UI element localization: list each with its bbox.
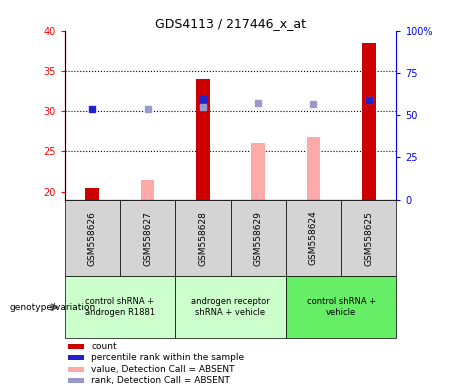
- Text: GSM558628: GSM558628: [198, 211, 207, 265]
- Bar: [65, 276, 175, 338]
- Bar: [68, 356, 84, 360]
- Bar: [196, 79, 210, 200]
- Text: GDS4113 / 217446_x_at: GDS4113 / 217446_x_at: [155, 17, 306, 30]
- Bar: [286, 200, 341, 276]
- Bar: [120, 200, 175, 276]
- Bar: [85, 188, 99, 200]
- Text: count: count: [91, 342, 117, 351]
- Text: value, Detection Call = ABSENT: value, Detection Call = ABSENT: [91, 365, 235, 374]
- Bar: [68, 379, 84, 383]
- Bar: [68, 344, 84, 349]
- Bar: [65, 200, 120, 276]
- Text: GSM558627: GSM558627: [143, 211, 152, 265]
- Bar: [230, 200, 286, 276]
- Bar: [175, 276, 286, 338]
- Text: androgen receptor
shRNA + vehicle: androgen receptor shRNA + vehicle: [191, 298, 270, 317]
- Text: rank, Detection Call = ABSENT: rank, Detection Call = ABSENT: [91, 376, 230, 384]
- Text: GSM558629: GSM558629: [254, 211, 263, 265]
- Bar: [286, 276, 396, 338]
- Bar: [251, 143, 265, 200]
- Text: control shRNA +
androgen R1881: control shRNA + androgen R1881: [85, 298, 155, 317]
- Bar: [362, 43, 376, 200]
- Text: percentile rank within the sample: percentile rank within the sample: [91, 353, 244, 362]
- Bar: [175, 200, 230, 276]
- Bar: [341, 200, 396, 276]
- Text: GSM558625: GSM558625: [364, 211, 373, 265]
- Bar: [68, 367, 84, 372]
- Bar: [141, 180, 154, 200]
- Text: GSM558624: GSM558624: [309, 211, 318, 265]
- Bar: [307, 137, 320, 200]
- Text: control shRNA +
vehicle: control shRNA + vehicle: [307, 298, 376, 317]
- Text: GSM558626: GSM558626: [88, 211, 97, 265]
- Text: genotype/variation: genotype/variation: [9, 303, 95, 312]
